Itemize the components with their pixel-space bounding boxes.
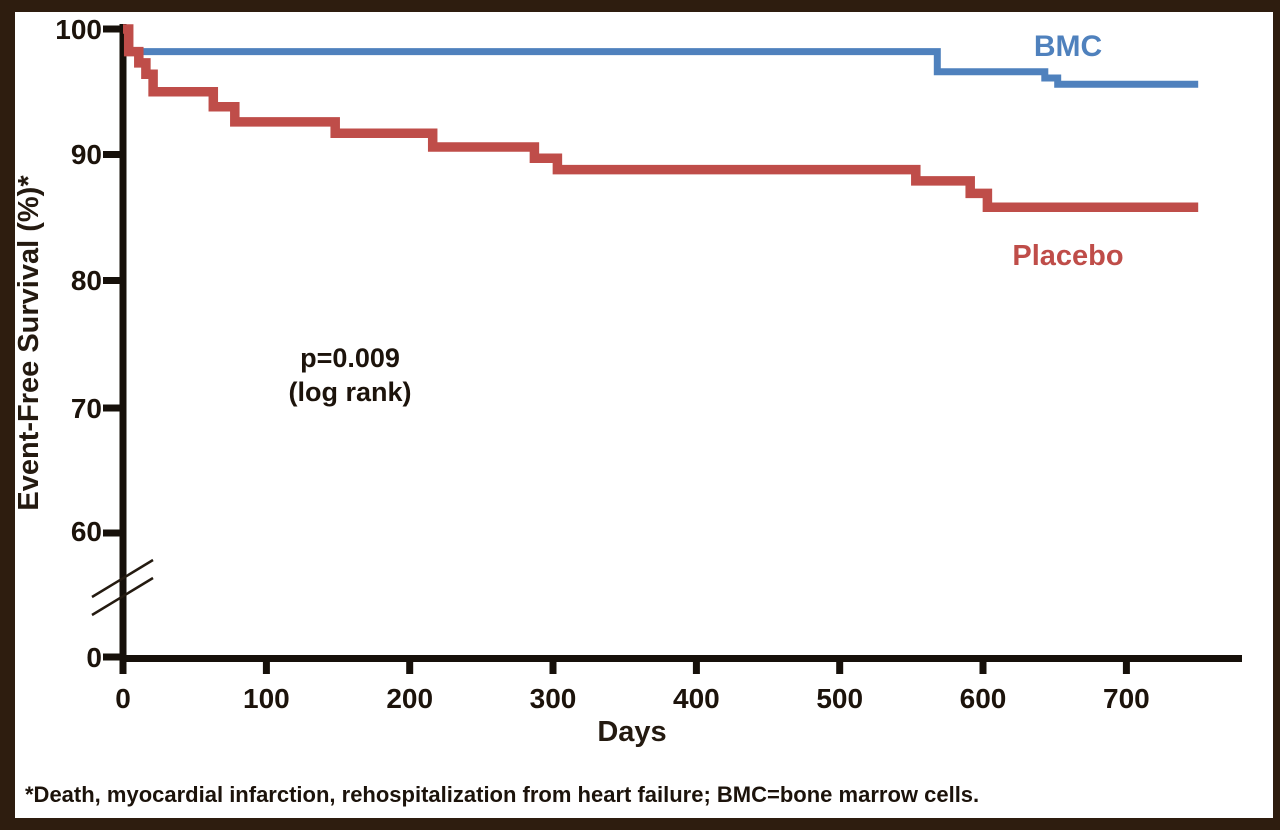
placebo-series-label: Placebo [1012, 240, 1123, 272]
chart-background [15, 12, 1273, 818]
x-tick-label-500: 500 [816, 683, 863, 714]
x-tick-labels: 0 100 200 300 400 500 600 700 [115, 683, 1150, 714]
y-tick-labels: 100 90 80 70 60 0 [55, 14, 102, 673]
x-tick-marks [119, 658, 1130, 674]
y-tick-label-60: 60 [71, 516, 102, 547]
y-tick-label-100: 100 [55, 14, 102, 45]
x-tick-label-0: 0 [115, 683, 131, 714]
x-tick-label-400: 400 [673, 683, 720, 714]
p-value-annotation: p=0.009 (log rank) [288, 343, 411, 407]
x-tick-label-600: 600 [960, 683, 1007, 714]
y-tick-label-0: 0 [86, 642, 102, 673]
log-rank-text: (log rank) [288, 377, 411, 407]
y-tick-label-80: 80 [71, 265, 102, 296]
y-tick-label-90: 90 [71, 139, 102, 170]
x-tick-label-100: 100 [243, 683, 290, 714]
y-tick-label-70: 70 [71, 393, 102, 424]
chart-footnote: *Death, myocardial infarction, rehospita… [25, 782, 979, 807]
x-axis-title: Days [597, 716, 666, 748]
x-tick-label-700: 700 [1103, 683, 1150, 714]
x-tick-label-200: 200 [386, 683, 433, 714]
y-axis-break-icon [91, 558, 154, 617]
y-tick-marks [103, 25, 123, 661]
bmc-series-label: BMC [1034, 30, 1102, 63]
placebo-survival-curve [123, 24, 1199, 213]
p-value-text: p=0.009 [300, 343, 400, 373]
y-axis-title: Event-Free Survival (%)* [13, 175, 45, 511]
x-tick-label-300: 300 [530, 683, 577, 714]
